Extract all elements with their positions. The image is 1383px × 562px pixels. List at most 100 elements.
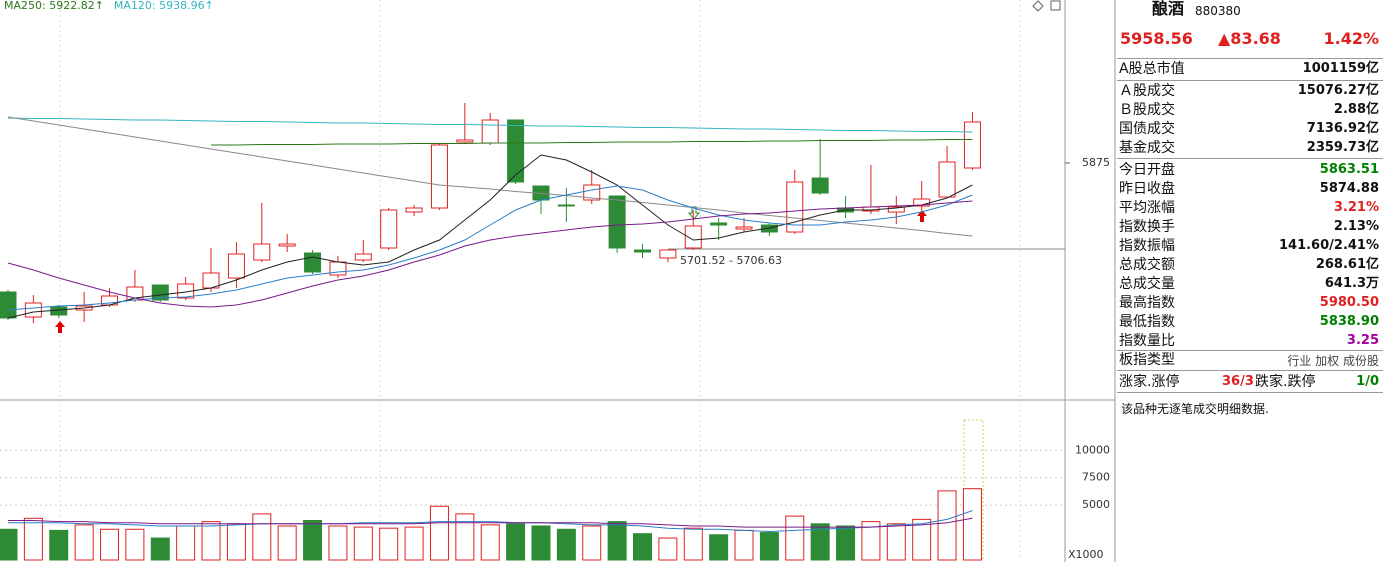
volume-bar — [303, 520, 323, 561]
volume-bar — [201, 521, 221, 561]
row-label: 今日开盘 — [1119, 162, 1175, 178]
row-label: 指数换手 — [1119, 219, 1175, 235]
candle-body — [557, 204, 575, 207]
ma-line — [7, 185, 973, 311]
row-label: 基金成交 — [1119, 140, 1175, 156]
volume-bar — [150, 537, 170, 561]
row-value: 641.3万 — [1324, 276, 1379, 291]
row-label: 指数振幅 — [1119, 238, 1175, 254]
candle-body — [811, 177, 829, 194]
row-value: 1001159亿 — [1302, 61, 1379, 76]
candle-body — [151, 284, 169, 301]
ma-line — [7, 200, 973, 308]
separator — [1117, 158, 1383, 159]
volume-bar — [404, 526, 424, 561]
separator — [1117, 370, 1383, 371]
row-value: 3.25 — [1346, 333, 1379, 348]
ma-line — [7, 116, 973, 237]
candle-body — [608, 195, 626, 249]
unit-label: X1000 — [1068, 548, 1104, 561]
y-tick-label: 10000 — [1075, 443, 1110, 456]
volume-bar — [49, 529, 69, 561]
ma-line — [7, 154, 973, 319]
candle-body — [430, 144, 448, 209]
candle-body — [304, 252, 322, 273]
vertical-grid — [59, 0, 1021, 560]
volume-bar — [607, 521, 627, 561]
row-value: 2.13% — [1333, 219, 1379, 234]
note: 该品种无逐笔成交明细数据. — [1121, 402, 1269, 416]
candle-body — [710, 222, 728, 226]
y-tick-label: 5875 — [1082, 156, 1110, 169]
row-label: 昨日收盘 — [1119, 181, 1175, 197]
volume-bar — [0, 528, 18, 561]
row-label: Ｂ股成交 — [1119, 102, 1175, 118]
row-label: 最高指数 — [1119, 295, 1175, 311]
index-name: 酿酒 — [1152, 0, 1185, 18]
volume-bar — [709, 534, 729, 561]
candle-body — [253, 243, 271, 261]
candle-body — [963, 121, 981, 169]
volume-bar — [734, 529, 754, 561]
index-code: 880380 — [1195, 4, 1241, 18]
row-value: 36/3 — [1222, 374, 1254, 389]
volume-bar — [937, 490, 957, 561]
candle-body — [938, 161, 956, 198]
price: 5958.56 — [1120, 29, 1193, 48]
volume-bar — [506, 523, 526, 561]
separator — [1117, 80, 1383, 81]
volume-bar — [962, 488, 982, 561]
change-pct: 1.42% — [1323, 29, 1379, 48]
row-label: 涨家.涨停 — [1119, 374, 1180, 390]
volume-bar — [252, 513, 272, 561]
row-value: 141.60/2.41% — [1278, 238, 1379, 253]
volume-bar — [328, 525, 348, 561]
candle-body — [227, 253, 245, 279]
row-label: A股总市值 — [1119, 61, 1185, 77]
volume-bar — [74, 524, 94, 561]
signal-arrow — [687, 206, 701, 220]
volume-bar — [226, 523, 246, 561]
row-value: 7136.92亿 — [1306, 121, 1379, 136]
change: ▲83.68 — [1218, 29, 1281, 48]
row-value: 2359.73亿 — [1306, 140, 1379, 155]
volume-bar — [658, 537, 678, 561]
volume-bar — [810, 523, 830, 561]
row-value: 5874.88 — [1319, 181, 1379, 196]
volume-bar — [429, 505, 449, 561]
icon-box[interactable] — [1050, 0, 1061, 11]
candle-body — [405, 207, 423, 213]
volume-bar — [861, 521, 881, 561]
candle-body — [380, 209, 398, 249]
candle-body — [659, 249, 677, 259]
volume-bar — [556, 528, 576, 561]
volume-bar — [23, 517, 43, 561]
volume-ma-line — [8, 517, 973, 528]
candle-body — [24, 302, 42, 318]
candle-body — [634, 249, 651, 253]
candle-body — [887, 206, 905, 213]
volume-bar — [683, 527, 703, 561]
row-value: 3.21% — [1333, 200, 1379, 215]
row-value: 268.61亿 — [1315, 257, 1379, 272]
candle-body — [481, 119, 499, 144]
candle-body — [354, 253, 372, 261]
row-value: 5863.51 — [1319, 162, 1379, 177]
row-label: 总成交额 — [1119, 257, 1175, 273]
volume-bar — [379, 527, 399, 561]
separator — [1117, 392, 1383, 393]
volume-bar — [480, 524, 500, 561]
volume-bar — [100, 528, 120, 561]
candle-body — [684, 225, 702, 249]
volume-bar — [836, 525, 856, 561]
volume-bar — [785, 515, 805, 561]
row-label: Ａ股成交 — [1119, 83, 1175, 99]
row-label: 国债成交 — [1119, 121, 1175, 137]
candle-body — [278, 243, 296, 247]
row-label: 板指类型 — [1119, 352, 1175, 368]
volume-bar — [633, 533, 652, 561]
row-label: 指数量比 — [1119, 333, 1175, 349]
separator — [1117, 58, 1383, 59]
volume-bar — [886, 523, 906, 561]
icon-diamond[interactable] — [1032, 0, 1044, 12]
